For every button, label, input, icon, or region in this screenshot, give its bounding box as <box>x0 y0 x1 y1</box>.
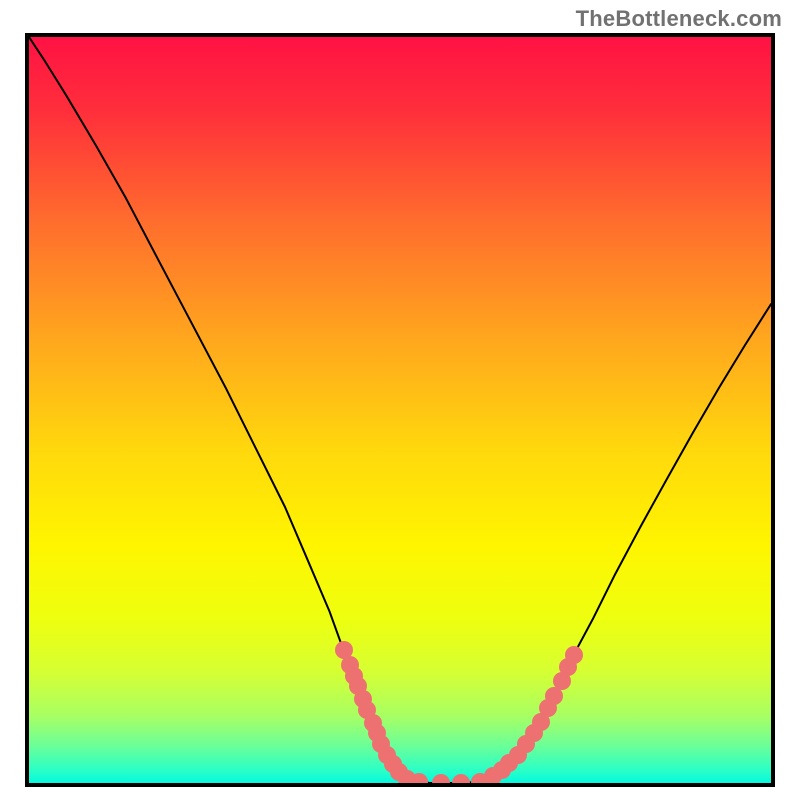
plot-area <box>29 37 771 783</box>
markers-layer <box>29 37 771 783</box>
marker-dot <box>452 774 470 783</box>
marker-dot <box>410 773 428 783</box>
root: { "watermark": { "text": "TheBottleneck.… <box>0 0 800 800</box>
watermark-text: TheBottleneck.com <box>576 6 782 32</box>
chart-frame <box>25 33 775 787</box>
frame-border-top <box>25 33 775 37</box>
marker-dot <box>432 774 450 783</box>
frame-border-right <box>771 33 775 787</box>
frame-border-bottom <box>25 783 775 787</box>
marker-dot <box>565 646 583 664</box>
marker-dot <box>545 687 563 705</box>
frame-border-left <box>25 33 29 787</box>
